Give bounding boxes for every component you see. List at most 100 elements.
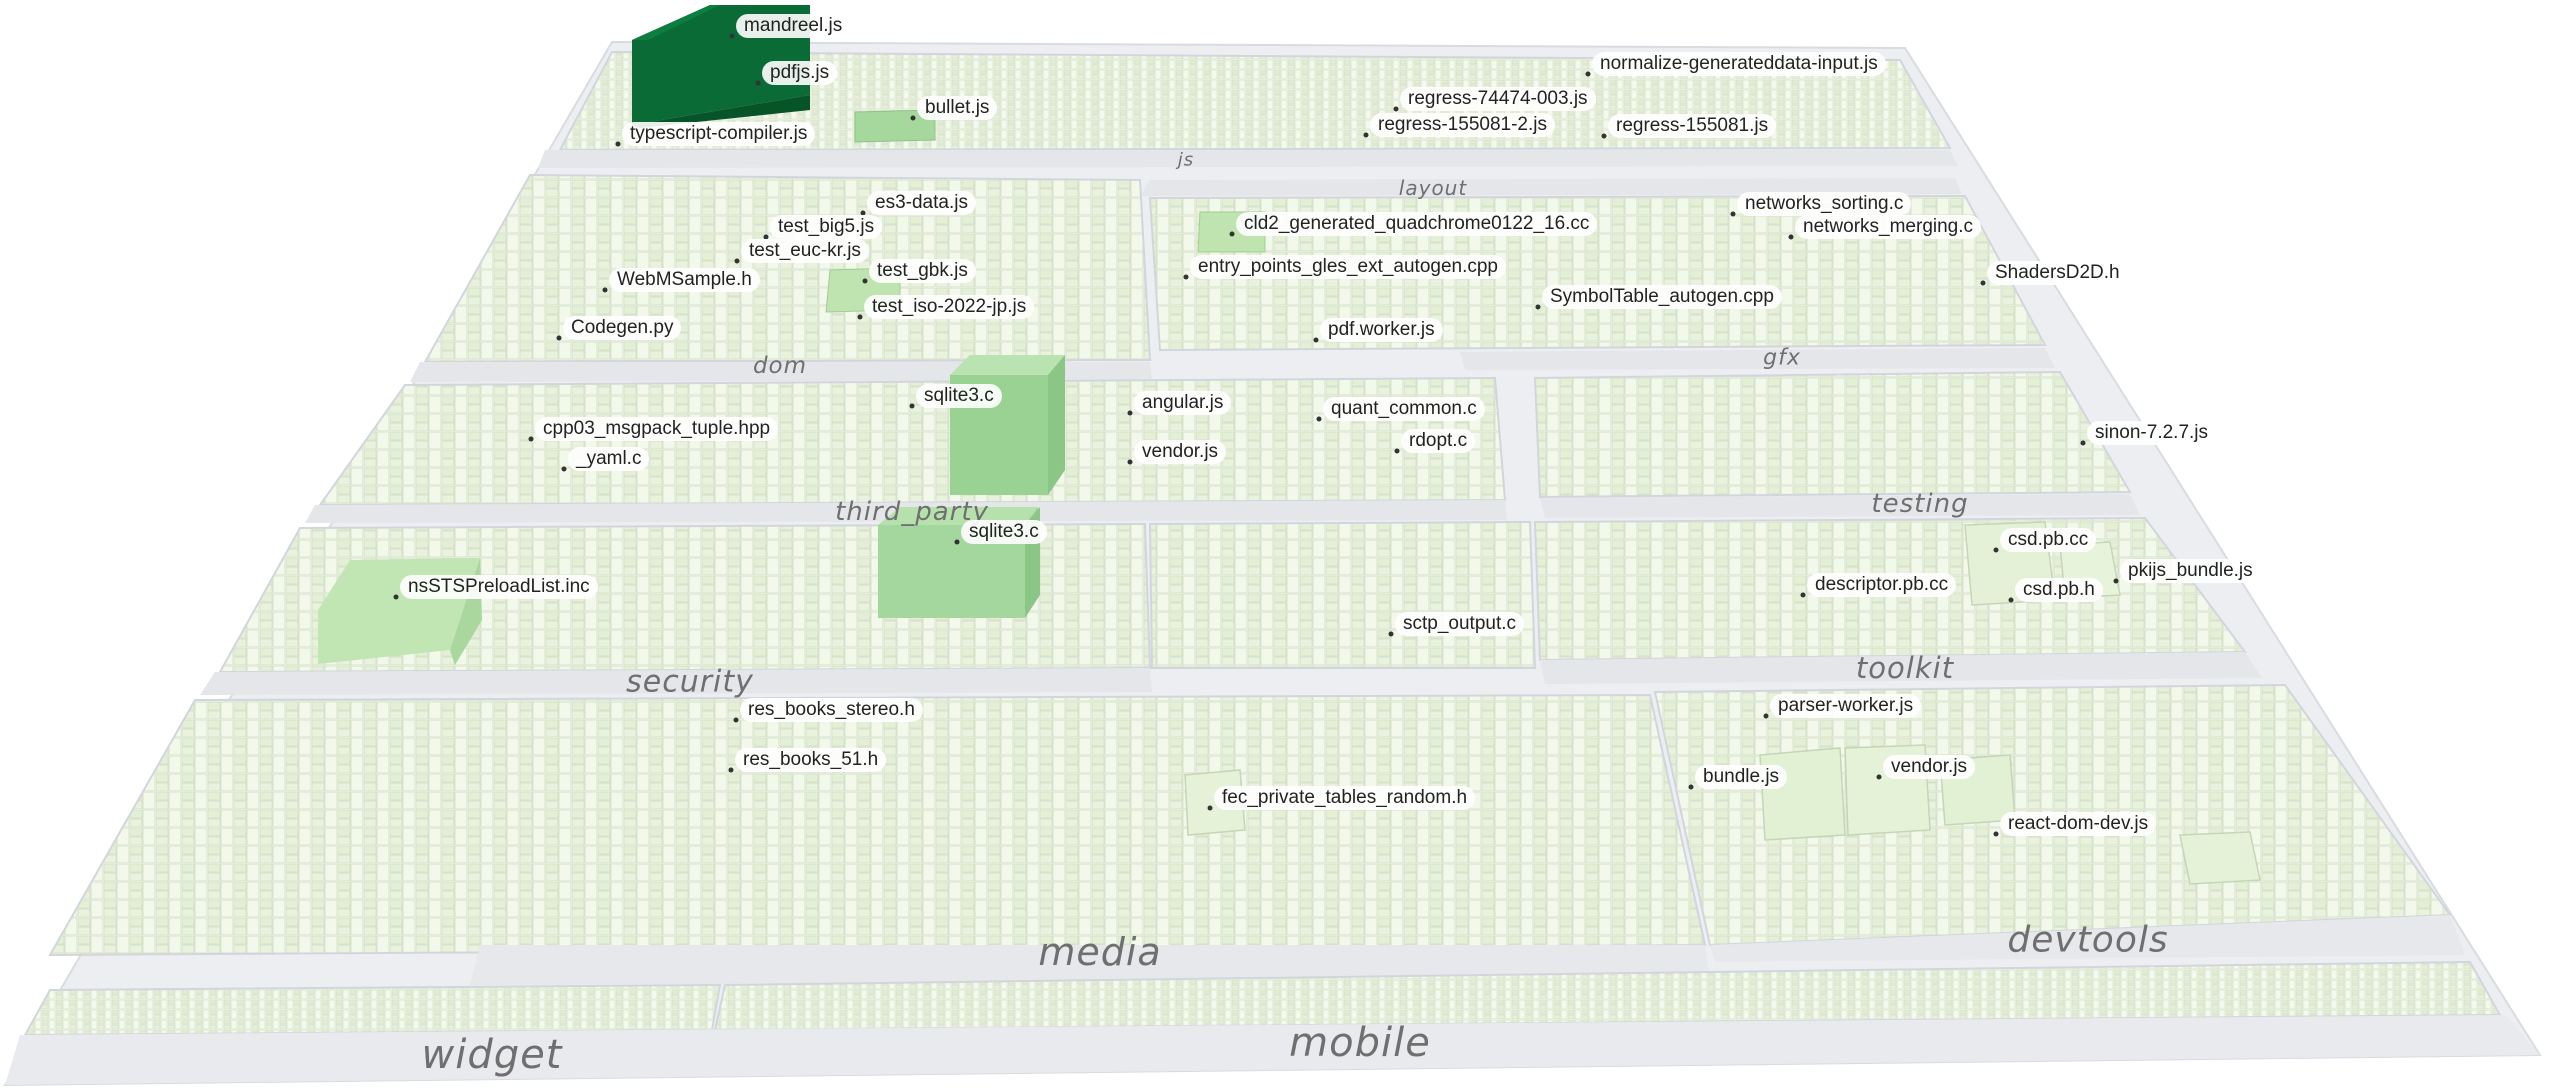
directory-label-third-party[interactable]: third_party xyxy=(835,497,989,527)
file-pin xyxy=(1316,416,1322,422)
district-third-party[interactable] xyxy=(318,376,1507,507)
road-gfx xyxy=(1460,348,2055,370)
file-pin xyxy=(1363,132,1369,138)
file-pin xyxy=(909,403,915,409)
file-pin xyxy=(393,594,399,600)
file-label-vendor-devtools[interactable]: vendor.js xyxy=(1883,755,1976,779)
directory-label-media[interactable]: media xyxy=(1038,930,1162,974)
district-testing[interactable] xyxy=(1533,370,2132,499)
directory-label-layout[interactable]: layout xyxy=(1398,176,1468,200)
file-label-symboltable[interactable]: SymbolTable_autogen.cpp xyxy=(1542,285,1782,309)
file-label-test-big5[interactable]: test_big5.js xyxy=(770,215,883,239)
district-widget[interactable] xyxy=(23,983,722,1037)
file-label-rdopt[interactable]: rdopt.c xyxy=(1401,429,1476,453)
file-label-test-gbk[interactable]: test_gbk.js xyxy=(869,259,976,283)
file-label-regress-155081-2[interactable]: regress-155081-2.js xyxy=(1370,113,1555,137)
directory-label-widget[interactable]: widget xyxy=(421,1032,563,1078)
file-label-normalize[interactable]: normalize-generateddata-input.js xyxy=(1592,52,1886,76)
file-pin xyxy=(1788,234,1794,240)
file-label-shadersd2d[interactable]: ShadersD2D.h xyxy=(1987,261,2128,285)
file-label-test-euc-kr[interactable]: test_euc-kr.js xyxy=(741,239,869,263)
file-label-cpp03-msgpack[interactable]: cpp03_msgpack_tuple.hpp xyxy=(535,417,779,441)
directory-label-testing[interactable]: testing xyxy=(1871,489,1969,519)
file-label-nssts-preload[interactable]: nsSTSPreloadList.inc xyxy=(400,575,598,599)
file-pin xyxy=(1763,713,1769,719)
directory-label-gfx[interactable]: gfx xyxy=(1763,345,1801,371)
file-label-sqlite3-security[interactable]: sqlite3.c xyxy=(961,520,1047,544)
file-label-fec-private[interactable]: fec_private_tables_random.h xyxy=(1214,786,1476,810)
file-label-sinon[interactable]: sinon-7.2.7.js xyxy=(2087,421,2217,445)
district-middle[interactable] xyxy=(1148,520,1537,669)
file-label-webmsample[interactable]: WebMSample.h xyxy=(609,268,760,292)
file-label-regress-155081[interactable]: regress-155081.js xyxy=(1608,114,1777,138)
tower-sqlite-third-party[interactable] xyxy=(950,355,1065,495)
directory-label-js[interactable]: js xyxy=(1177,149,1195,171)
file-label-pdf-worker[interactable]: pdf.worker.js xyxy=(1320,318,1443,342)
directory-label-security[interactable]: security xyxy=(626,664,754,700)
file-pin xyxy=(2008,597,2014,603)
file-label-yaml[interactable]: _yaml.c xyxy=(568,447,650,471)
file-label-bullet[interactable]: bullet.js xyxy=(917,96,998,120)
file-pin xyxy=(1394,448,1400,454)
file-pin xyxy=(2080,440,2086,446)
file-label-parser-worker[interactable]: parser-worker.js xyxy=(1770,694,1922,718)
file-pin xyxy=(733,717,739,723)
road-layout xyxy=(1140,178,1962,196)
road-media xyxy=(470,945,1710,985)
file-pin xyxy=(857,314,863,320)
file-pin xyxy=(1585,71,1591,77)
file-label-quant-common[interactable]: quant_common.c xyxy=(1323,397,1485,421)
directory-label-dom[interactable]: dom xyxy=(752,353,808,379)
file-pin xyxy=(1993,547,1999,553)
file-label-sqlite3-third-party[interactable]: sqlite3.c xyxy=(916,384,1002,408)
file-label-vendor-third-party[interactable]: vendor.js xyxy=(1134,440,1227,464)
file-pin xyxy=(1688,784,1694,790)
file-label-react-dom-dev[interactable]: react-dom-dev.js xyxy=(2000,812,2157,836)
file-pin xyxy=(615,141,621,147)
file-pin xyxy=(1601,133,1607,139)
file-pin xyxy=(910,115,916,121)
file-pin xyxy=(1207,805,1213,811)
file-label-typescript-compiler[interactable]: typescript-compiler.js xyxy=(622,122,816,146)
file-label-csd-pb-cc[interactable]: csd.pb.cc xyxy=(2000,528,2097,552)
road-js xyxy=(538,150,1958,168)
road-testing xyxy=(1540,494,2140,518)
file-pin xyxy=(1229,231,1235,237)
file-label-pdfjs[interactable]: pdfjs.js xyxy=(762,61,838,85)
file-label-sctp-output[interactable]: sctp_output.c xyxy=(1395,612,1525,636)
file-pin xyxy=(1127,459,1133,465)
file-label-networks-merging[interactable]: networks_merging.c xyxy=(1795,215,1982,239)
file-pin xyxy=(1800,592,1806,598)
file-label-entry-points[interactable]: entry_points_gles_ext_autogen.cpp xyxy=(1190,255,1507,279)
file-label-regress-74474[interactable]: regress-74474-003.js xyxy=(1400,87,1596,111)
file-label-cld2[interactable]: cld2_generated_quadchrome0122_16.cc xyxy=(1236,212,1598,236)
district-mobile[interactable] xyxy=(713,960,2502,1032)
district-dom[interactable] xyxy=(423,173,1152,364)
district-media[interactable] xyxy=(48,693,1707,957)
file-pin xyxy=(528,436,534,442)
file-label-es3-data[interactable]: es3-data.js xyxy=(867,191,976,215)
file-label-descriptor-pb[interactable]: descriptor.pb.cc xyxy=(1807,573,1957,597)
file-label-res-books-stereo[interactable]: res_books_stereo.h xyxy=(740,698,923,722)
file-pin xyxy=(729,33,735,39)
file-label-angular[interactable]: angular.js xyxy=(1134,391,1232,415)
file-pin xyxy=(556,335,562,341)
directory-label-toolkit[interactable]: toolkit xyxy=(1855,651,1955,685)
file-pins xyxy=(393,33,2119,837)
road-security xyxy=(200,668,1152,695)
file-pin xyxy=(1535,304,1541,310)
file-label-res-books-51[interactable]: res_books_51.h xyxy=(735,748,887,772)
directory-label-devtools[interactable]: devtools xyxy=(2007,919,2169,961)
file-pin xyxy=(763,234,769,240)
file-label-codegen[interactable]: Codegen.py xyxy=(563,316,682,340)
directory-label-mobile[interactable]: mobile xyxy=(1289,1020,1431,1066)
file-label-bundle[interactable]: bundle.js xyxy=(1695,765,1788,789)
file-pin xyxy=(755,80,761,86)
file-label-networks-sorting[interactable]: networks_sorting.c xyxy=(1737,192,1912,216)
file-label-csd-pb-h[interactable]: csd.pb.h xyxy=(2015,578,2103,602)
file-label-pkijs-bundle[interactable]: pkijs_bundle.js xyxy=(2120,559,2261,583)
file-label-mandreel[interactable]: mandreel.js xyxy=(736,14,851,38)
file-pin xyxy=(1127,410,1133,416)
file-label-test-iso-2022-jp[interactable]: test_iso-2022-jp.js xyxy=(864,295,1035,319)
